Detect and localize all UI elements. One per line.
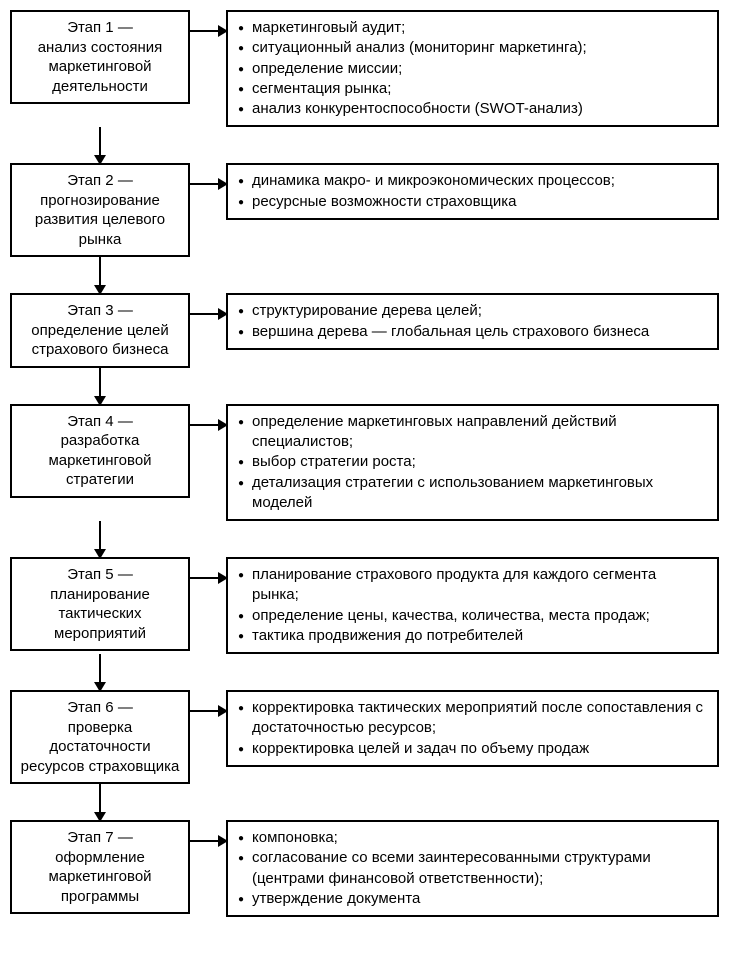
detail-item: компоновка; xyxy=(238,828,707,848)
detail-box-7: компоновка; согласование со всеми заинте… xyxy=(226,820,719,917)
detail-item: согласование со всеми заинтересованными … xyxy=(238,848,707,889)
detail-item: планирование страхового продукта для каж… xyxy=(238,565,707,606)
arrow-down-icon xyxy=(10,521,190,557)
stage-box-4: Этап 4 —разработка маркетинговой стратег… xyxy=(10,404,190,498)
arrow-down-icon xyxy=(10,654,190,690)
stage-row: Этап 5 —планирование тактических меропри… xyxy=(10,557,719,654)
detail-item: определение маркетинговых направлений де… xyxy=(238,412,707,453)
detail-item: выбор стратегии роста; xyxy=(238,452,707,472)
arrow-down-icon xyxy=(10,257,190,293)
detail-item: маркетинговый аудит; xyxy=(238,18,707,38)
arrow-down-icon xyxy=(10,127,190,163)
detail-item: детализация стратегии с использованием м… xyxy=(238,473,707,514)
detail-item: сегментация рынка; xyxy=(238,79,707,99)
arrow-right-icon xyxy=(190,577,226,579)
stage-box-2: Этап 2 —прогнозирование развития целевог… xyxy=(10,163,190,257)
stage-row: Этап 7 —оформление маркетинговой програм… xyxy=(10,820,719,917)
stage-row: Этап 6 —проверка достаточности ресурсов … xyxy=(10,690,719,784)
arrow-right-icon xyxy=(190,313,226,315)
detail-item: динамика макро- и микроэкономических про… xyxy=(238,171,707,191)
detail-item: определение миссии; xyxy=(238,59,707,79)
detail-item: утверждение документа xyxy=(238,889,707,909)
stage-box-5: Этап 5 —планирование тактических меропри… xyxy=(10,557,190,651)
arrow-right-icon xyxy=(190,30,226,32)
detail-box-5: планирование страхового продукта для каж… xyxy=(226,557,719,654)
detail-item: корректировка тактических мероприятий по… xyxy=(238,698,707,739)
stage-box-6: Этап 6 —проверка достаточности ресурсов … xyxy=(10,690,190,784)
detail-box-3: структурирование дерева целей; вершина д… xyxy=(226,293,719,350)
arrow-right-icon xyxy=(190,710,226,712)
arrow-down-icon xyxy=(10,368,190,404)
arrow-right-icon xyxy=(190,424,226,426)
detail-item: анализ конкурентоспособности (SWOT-анали… xyxy=(238,99,707,119)
detail-item: структурирование дерева целей; xyxy=(238,301,707,321)
stage-box-7: Этап 7 —оформление маркетинговой програм… xyxy=(10,820,190,914)
detail-item: вершина дерева — глобальная цель страхов… xyxy=(238,322,707,342)
stage-box-1: Этап 1 —анализ состояния маркетинговой д… xyxy=(10,10,190,104)
stage-row: Этап 4 —разработка маркетинговой стратег… xyxy=(10,404,719,521)
arrow-down-icon xyxy=(10,784,190,820)
stage-row: Этап 1 —анализ состояния маркетинговой д… xyxy=(10,10,719,127)
stage-row: Этап 3 —определение целей страхового биз… xyxy=(10,293,719,368)
detail-box-2: динамика макро- и микроэкономических про… xyxy=(226,163,719,220)
process-flowchart: Этап 1 —анализ состояния маркетинговой д… xyxy=(10,10,719,917)
detail-item: тактика продвижения до потребителей xyxy=(238,626,707,646)
detail-box-6: корректировка тактических мероприятий по… xyxy=(226,690,719,767)
arrow-right-icon xyxy=(190,183,226,185)
stage-box-3: Этап 3 —определение целей страхового биз… xyxy=(10,293,190,368)
stage-row: Этап 2 —прогнозирование развития целевог… xyxy=(10,163,719,257)
arrow-right-icon xyxy=(190,840,226,842)
detail-item: ситуационный анализ (мониторинг маркетин… xyxy=(238,38,707,58)
detail-item: корректировка целей и задач по объему пр… xyxy=(238,739,707,759)
detail-item: определение цены, качества, количества, … xyxy=(238,606,707,626)
detail-item: ресурсные возможности страховщика xyxy=(238,192,707,212)
detail-box-1: маркетинговый аудит; ситуационный анализ… xyxy=(226,10,719,127)
detail-box-4: определение маркетинговых направлений де… xyxy=(226,404,719,521)
